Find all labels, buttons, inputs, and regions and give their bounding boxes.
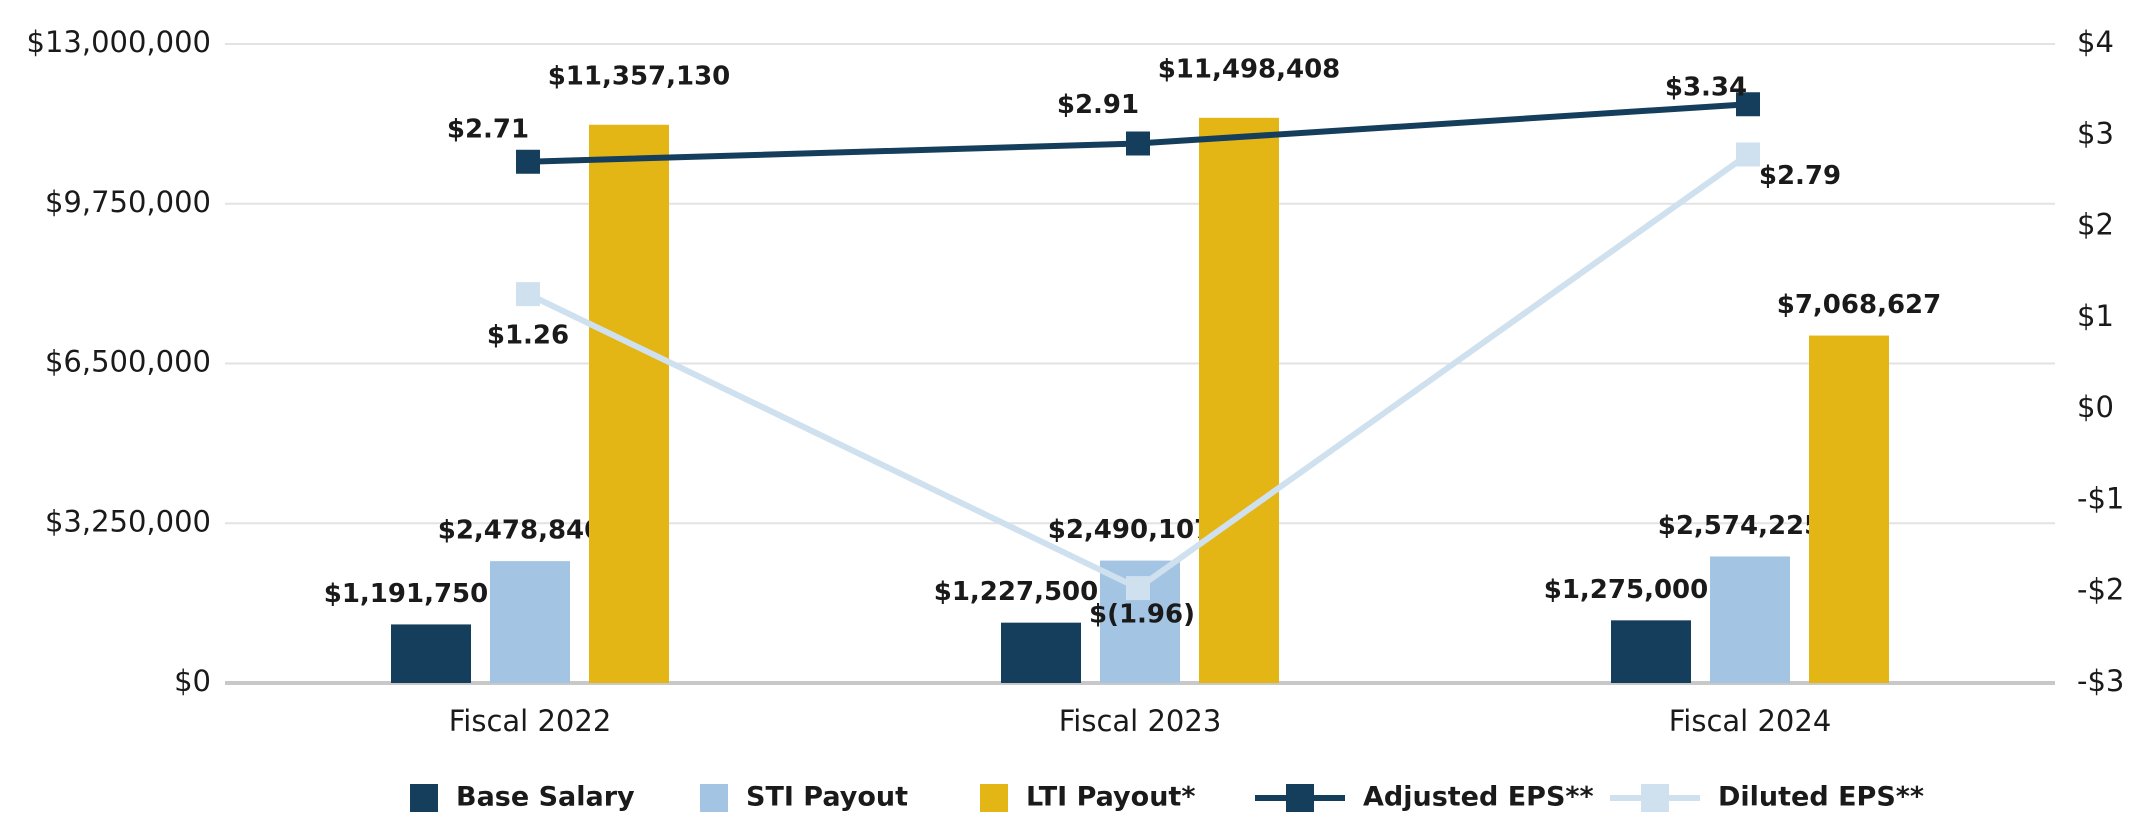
y2-tick-label: -$3 bbox=[2077, 664, 2124, 698]
bar-label: $2,490,107 bbox=[1048, 515, 1212, 545]
x-tick-label: Fiscal 2023 bbox=[1059, 704, 1222, 738]
y-tick-label: $13,000,000 bbox=[27, 25, 212, 59]
eps-marker bbox=[1126, 131, 1150, 156]
bar bbox=[1001, 622, 1081, 683]
bar bbox=[490, 561, 570, 683]
eps-label: $1.26 bbox=[487, 321, 569, 351]
eps-label: $2.91 bbox=[1057, 90, 1139, 120]
bar-label: $2,478,840 bbox=[438, 516, 602, 546]
eps-marker bbox=[1736, 92, 1760, 117]
y2-tick-label: -$2 bbox=[2077, 573, 2124, 607]
legend-label: Adjusted EPS** bbox=[1363, 782, 1594, 813]
eps-label: $2.79 bbox=[1759, 161, 1841, 191]
eps-label: $2.71 bbox=[447, 114, 529, 144]
bar bbox=[391, 624, 471, 683]
bar-label: $11,357,130 bbox=[548, 61, 731, 91]
y2-tick-label: $1 bbox=[2077, 299, 2114, 333]
bar bbox=[1611, 620, 1691, 683]
y-tick-label: $3,250,000 bbox=[45, 504, 211, 538]
legend-swatch bbox=[1641, 784, 1669, 812]
y2-tick-label: $0 bbox=[2077, 390, 2114, 424]
y2-tick-label: -$1 bbox=[2077, 481, 2124, 515]
legend-swatch bbox=[410, 784, 438, 812]
eps-marker bbox=[1736, 142, 1760, 167]
bar-label: $1,191,750 bbox=[324, 579, 488, 609]
legend-label: LTI Payout* bbox=[1026, 782, 1195, 813]
eps-label: $3.34 bbox=[1665, 73, 1747, 103]
y-tick-label: $0 bbox=[174, 664, 211, 698]
y-tick-label: $6,500,000 bbox=[45, 345, 211, 379]
eps-label: $(1.96) bbox=[1089, 600, 1195, 630]
legend-swatch bbox=[700, 784, 728, 812]
eps-marker bbox=[516, 282, 540, 307]
x-tick-label: Fiscal 2022 bbox=[449, 704, 612, 738]
y2-tick-label: $2 bbox=[2077, 208, 2114, 242]
eps-marker bbox=[1126, 576, 1150, 601]
y2-tick-label: $3 bbox=[2077, 116, 2114, 150]
legend-swatch bbox=[980, 784, 1008, 812]
bar-label: $1,227,500 bbox=[934, 577, 1098, 607]
eps-marker bbox=[516, 149, 540, 174]
legend-label: Diluted EPS** bbox=[1718, 782, 1924, 813]
legend-swatch bbox=[1286, 784, 1314, 812]
bar-label: $2,574,225 bbox=[1658, 511, 1822, 541]
bar bbox=[1710, 556, 1790, 683]
bar bbox=[589, 124, 669, 684]
y2-tick-label: $4 bbox=[2077, 25, 2114, 59]
bar bbox=[1809, 335, 1889, 683]
bar-label: $1,275,000 bbox=[1544, 575, 1708, 605]
legend-label: Base Salary bbox=[456, 782, 635, 813]
bar bbox=[1199, 117, 1279, 683]
bar-label: $11,498,408 bbox=[1158, 54, 1341, 84]
legend-label: STI Payout bbox=[746, 782, 908, 813]
x-tick-label: Fiscal 2024 bbox=[1669, 704, 1832, 738]
y-tick-label: $9,750,000 bbox=[45, 185, 211, 219]
bar-label: $7,068,627 bbox=[1777, 290, 1941, 320]
